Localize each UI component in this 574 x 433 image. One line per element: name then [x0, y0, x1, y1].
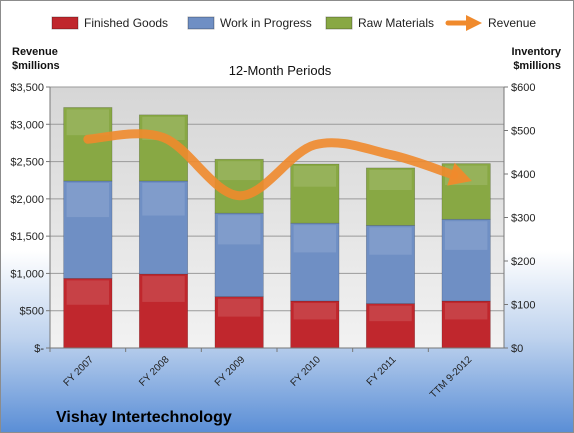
bar-highlight: [217, 298, 261, 317]
bar-highlight: [293, 165, 337, 187]
bar-raw-materials-fy-2007: [63, 107, 113, 182]
revenue-line: [83, 129, 459, 201]
left-tick-label: $1,000: [10, 268, 44, 280]
bar-highlight: [66, 280, 110, 305]
company-name: Vishay Intertechnology: [56, 409, 232, 426]
bar-highlight: [66, 182, 110, 218]
left-axis-title-line1: Revenue: [12, 46, 58, 58]
legend-label-work-in-progress: Work in Progress: [220, 16, 312, 30]
bars: [63, 107, 491, 349]
bar-highlight: [444, 221, 488, 250]
bar-highlight: [369, 305, 412, 322]
left-tick-label: $2,000: [10, 194, 44, 206]
bar-work-in-progress-fy-2009: [214, 212, 264, 297]
bar-highlight: [369, 169, 412, 191]
bar-work-in-progress-fy-2007: [63, 180, 113, 279]
legend-swatch-raw-materials: [325, 16, 353, 30]
right-axis-title-line2: $millions: [513, 60, 561, 72]
legend: Finished Goods Work in Progress Raw Mate…: [51, 15, 536, 31]
bar-finished-goods-fy-2009: [214, 296, 264, 349]
bar-finished-goods-fy-2007: [63, 278, 113, 349]
legend-swatch-finished-goods: [51, 16, 79, 30]
bar-work-in-progress-ttm-9-2012: [441, 218, 491, 302]
plot-area: [50, 87, 504, 348]
bar-highlight: [217, 161, 261, 181]
bar-work-in-progress-fy-2011: [365, 225, 416, 304]
bar-highlight: [217, 215, 261, 245]
legend-swatch-revenue: [445, 15, 482, 31]
chart-subtitle: 12-Month Periods: [229, 63, 332, 78]
right-tick-label: $200: [511, 256, 535, 268]
bar-work-in-progress-fy-2010: [290, 222, 340, 302]
right-axis-title-line1: Inventory: [511, 46, 561, 58]
bar-raw-materials-fy-2010: [290, 163, 340, 224]
bar-highlight: [293, 225, 337, 253]
legend-label-revenue: Revenue: [488, 16, 536, 30]
legend-swatch-work-in-progress: [187, 16, 215, 30]
bar-raw-materials-fy-2011: [365, 167, 416, 226]
left-tick-label: $500: [20, 306, 44, 318]
right-tick-label: $0: [511, 343, 523, 355]
right-tick-label: $400: [511, 169, 535, 181]
bar-highlight: [142, 276, 185, 302]
left-tick-label: $-: [34, 343, 44, 355]
legend-label-finished-goods: Finished Goods: [84, 16, 168, 30]
bar-finished-goods-fy-2008: [138, 273, 189, 349]
bar-finished-goods-ttm-9-2012: [441, 300, 491, 349]
bar-highlight: [444, 303, 488, 320]
left-tick-label: $3,500: [10, 82, 44, 94]
grid-lines: [50, 86, 504, 312]
right-tick-label: $600: [511, 82, 535, 94]
bar-finished-goods-fy-2010: [290, 300, 340, 349]
bar-highlight: [369, 227, 412, 255]
left-tick-label: $1,500: [10, 231, 44, 243]
bar-highlight: [293, 303, 337, 320]
right-tick-label: $300: [511, 213, 535, 225]
right-tick-label: $100: [511, 300, 535, 312]
bar-highlight: [142, 182, 185, 216]
left-axis-title-line2: $millions: [12, 60, 60, 72]
bar-highlight: [66, 109, 110, 136]
left-tick-label: $2,500: [10, 157, 44, 169]
left-tick-label: $3,000: [10, 119, 44, 131]
legend-label-raw-materials: Raw Materials: [358, 16, 434, 30]
bar-finished-goods-fy-2011: [365, 303, 416, 349]
right-tick-label: $500: [511, 126, 535, 138]
revenue-line-layer: [83, 129, 472, 201]
bar-work-in-progress-fy-2008: [138, 180, 189, 275]
revenue-arrowhead: [447, 162, 472, 186]
